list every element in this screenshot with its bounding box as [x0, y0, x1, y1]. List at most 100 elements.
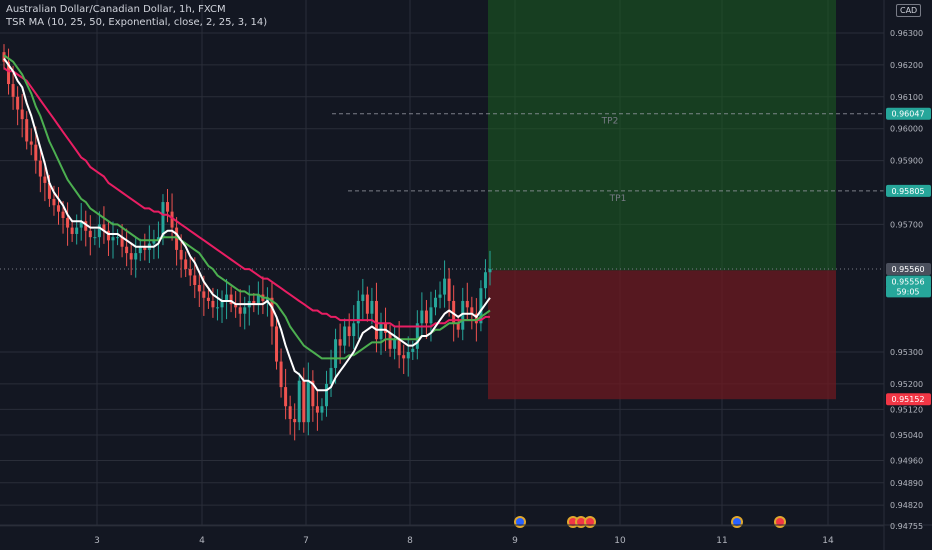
ma-line [3, 67, 490, 328]
currency-badge[interactable]: CAD [896, 4, 922, 17]
price-tick-label: 0.95900 [890, 157, 923, 166]
candle-body [474, 313, 478, 324]
candle-body [415, 323, 419, 349]
candle-body [225, 294, 229, 301]
price-label-text: 0.95152 [891, 395, 924, 404]
candle-body [97, 224, 101, 238]
price-label-bg [886, 107, 931, 120]
candle-body [361, 294, 365, 301]
candle-body [102, 224, 106, 231]
candle-body [479, 288, 483, 324]
candle-body [343, 326, 347, 346]
time-tick-label: 11 [716, 536, 727, 546]
time-tick-label: 8 [407, 536, 413, 546]
candle-body [452, 300, 456, 324]
candle-body [374, 300, 378, 340]
candle-body [352, 323, 356, 337]
time-tick-label: 10 [614, 536, 626, 546]
candle-body [61, 211, 65, 219]
candle-body [320, 406, 324, 413]
take-profit-lines: TP2 TP1 [332, 113, 884, 204]
flag-icon [733, 518, 741, 526]
indicator-legend[interactable]: TSR MA (10, 25, 50, Exponential, close, … [6, 17, 268, 28]
candle-body [447, 278, 451, 301]
candle-body [297, 380, 301, 423]
tp-label: TP1 [609, 194, 627, 204]
candle-body [443, 278, 447, 295]
candle-body [197, 285, 201, 292]
candle-body [324, 383, 328, 407]
candle-body [429, 307, 433, 324]
candle-body [229, 294, 233, 305]
symbol-title[interactable]: Australian Dollar/Canadian Dollar, 1h, F… [6, 4, 226, 15]
event-markers[interactable] [514, 516, 786, 528]
ma-line [3, 57, 491, 392]
candle-body [125, 246, 129, 254]
candle-body [329, 367, 333, 384]
price-tick-label: 0.96300 [890, 29, 923, 38]
candle-body [306, 380, 310, 423]
candle-body [175, 227, 179, 250]
price-label-bg [886, 393, 931, 406]
candle-body [84, 221, 88, 231]
candle-body [179, 249, 183, 260]
price-label-text: 0.95805 [891, 187, 924, 196]
price-tick-label: 0.96000 [890, 125, 923, 134]
flag-icon [586, 518, 594, 526]
candle-body [193, 275, 197, 286]
price-axis[interactable]: 0.96300 0.96200 0.96100 0.96000 0.95900 0.957… [890, 29, 923, 531]
candle-body [66, 218, 70, 228]
candle-body [270, 297, 274, 327]
candle-body [347, 326, 351, 337]
candle-body [483, 272, 487, 289]
tp-label: TP2 [601, 117, 619, 127]
candle-body [334, 339, 338, 368]
candle-body [156, 237, 160, 241]
position-zones [0, 0, 884, 400]
price-label-text: 0.96047 [891, 110, 924, 119]
candle-body [470, 307, 474, 314]
candle-body [38, 160, 42, 177]
price-label-bg [886, 285, 931, 298]
time-axis[interactable]: 3 4 7 8 9 10 11 14 [94, 536, 834, 546]
candle-body [370, 300, 374, 314]
candle-body [356, 300, 360, 324]
candle-body [184, 259, 188, 270]
candle-body [406, 352, 410, 359]
candle-body [284, 387, 288, 407]
candle-body [57, 205, 61, 212]
candle-body [75, 227, 79, 234]
candle-body [206, 297, 210, 301]
candle-body [465, 300, 469, 308]
candle-body [138, 246, 142, 254]
candle-body [388, 332, 392, 349]
time-tick-label: 3 [94, 536, 100, 546]
candle-body [275, 326, 279, 362]
candle-body [7, 61, 11, 85]
price-tick-label: 0.94960 [890, 456, 923, 465]
candle-body [234, 304, 238, 308]
candle-body [220, 300, 224, 308]
candle-body [70, 227, 74, 234]
flag-icon [776, 518, 784, 526]
candle-body [152, 240, 156, 244]
candle-body [488, 269, 492, 273]
price-tick-label: 0.95040 [890, 431, 923, 440]
candle-body [424, 310, 428, 324]
price-tick-label: 0.94755 [890, 522, 923, 531]
price-tick-label: 0.94890 [890, 479, 923, 488]
candle-body [411, 348, 415, 352]
candle-body [134, 253, 138, 260]
flag-icon [569, 518, 577, 526]
candle-body [79, 221, 83, 228]
candle-body [188, 269, 192, 276]
candle-body [379, 323, 383, 340]
candle-body [161, 202, 165, 238]
candle-body [365, 294, 369, 314]
candle-body [211, 300, 215, 308]
candle-body [52, 198, 56, 206]
candle-body [111, 237, 115, 241]
candle-body [120, 237, 124, 247]
time-tick-label: 4 [199, 536, 205, 546]
